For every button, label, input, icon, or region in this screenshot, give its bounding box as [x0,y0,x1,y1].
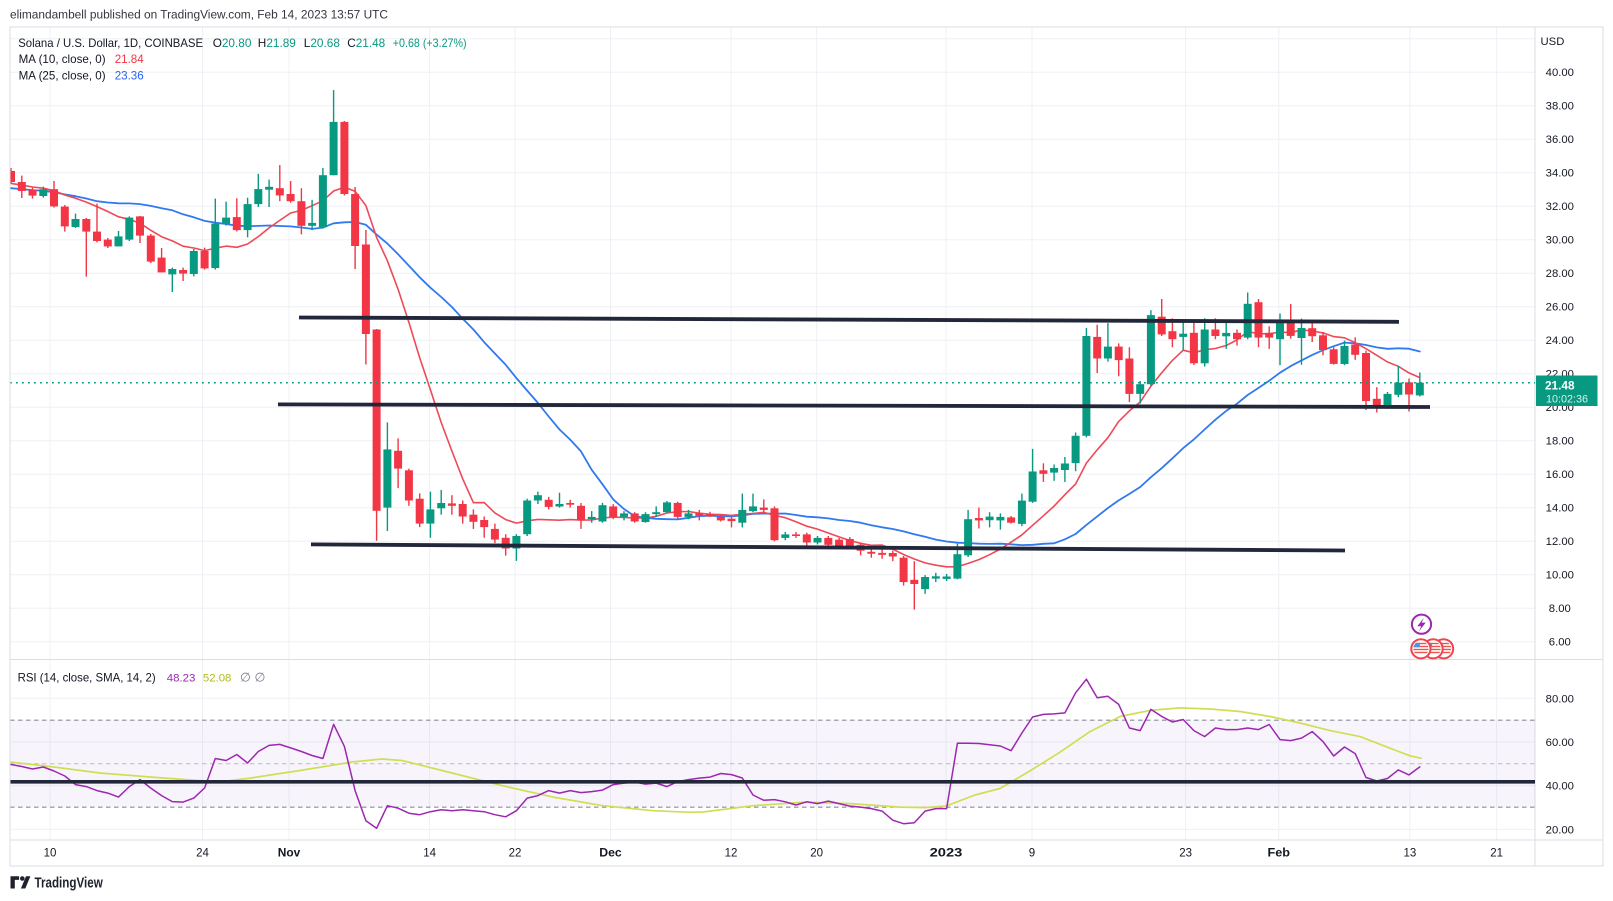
svg-text:21.48: 21.48 [1545,379,1575,393]
svg-text:6.00: 6.00 [1549,637,1571,649]
svg-text:22: 22 [509,848,522,860]
svg-text:20.00: 20.00 [1546,824,1574,836]
svg-text:+0.68 (+3.27%): +0.68 (+3.27%) [393,36,467,50]
svg-text:C21.48: C21.48 [347,36,385,50]
svg-text:30.00: 30.00 [1546,235,1574,247]
svg-text:23: 23 [1179,848,1192,860]
svg-text:elimandambell published on Tra: elimandambell published on TradingView.c… [10,8,388,22]
svg-text:21.84: 21.84 [115,53,145,66]
svg-text:40.00: 40.00 [1546,67,1574,79]
svg-text:14.00: 14.00 [1546,503,1574,515]
svg-text:24.00: 24.00 [1546,335,1574,347]
svg-text:USD: USD [1541,36,1565,48]
svg-text:L20.68: L20.68 [304,36,341,50]
svg-text:Dec: Dec [599,846,622,860]
svg-text:16.00: 16.00 [1546,469,1574,481]
svg-text:48.23: 48.23 [167,673,196,685]
svg-text:52.08: 52.08 [203,673,232,685]
svg-text:Solana / U.S. Dollar, 1D, COIN: Solana / U.S. Dollar, 1D, COINBASE [18,36,203,50]
svg-text:10:02:36: 10:02:36 [1546,393,1588,405]
svg-text:10.00: 10.00 [1546,570,1574,582]
svg-text:12.00: 12.00 [1546,536,1574,548]
svg-text:20: 20 [810,848,823,860]
svg-text:23.36: 23.36 [115,70,144,83]
svg-text:∅: ∅ [255,671,266,685]
svg-text:MA (25, close, 0): MA (25, close, 0) [19,70,106,83]
svg-text:36.00: 36.00 [1546,134,1574,146]
svg-text:40.00: 40.00 [1546,781,1574,793]
svg-text:24: 24 [196,848,209,860]
svg-text:2023: 2023 [930,846,963,860]
svg-text:80.00: 80.00 [1546,693,1574,705]
svg-text:∅: ∅ [240,671,251,685]
svg-text:MA (10, close, 0): MA (10, close, 0) [19,53,106,66]
svg-text:38.00: 38.00 [1546,101,1574,113]
svg-text:12: 12 [725,848,738,860]
svg-text:8.00: 8.00 [1549,603,1571,615]
svg-text:14: 14 [423,848,436,860]
svg-text:26.00: 26.00 [1546,302,1574,314]
svg-text:Nov: Nov [278,846,301,860]
svg-text:TradingView: TradingView [35,875,104,892]
svg-text:H21.89: H21.89 [258,36,296,50]
svg-text:21: 21 [1490,848,1503,860]
svg-text:60.00: 60.00 [1546,737,1574,749]
svg-text:9: 9 [1029,848,1035,860]
svg-text:13: 13 [1404,848,1417,860]
svg-text:RSI (14, close, SMA, 14, 2): RSI (14, close, SMA, 14, 2) [18,671,156,685]
svg-text:10: 10 [44,848,57,860]
svg-text:34.00: 34.00 [1546,168,1574,180]
svg-text:O20.80: O20.80 [213,36,252,50]
svg-text:18.00: 18.00 [1546,436,1574,448]
svg-text:Feb: Feb [1268,846,1291,860]
svg-text:32.00: 32.00 [1546,201,1574,213]
svg-text:28.00: 28.00 [1546,268,1574,280]
